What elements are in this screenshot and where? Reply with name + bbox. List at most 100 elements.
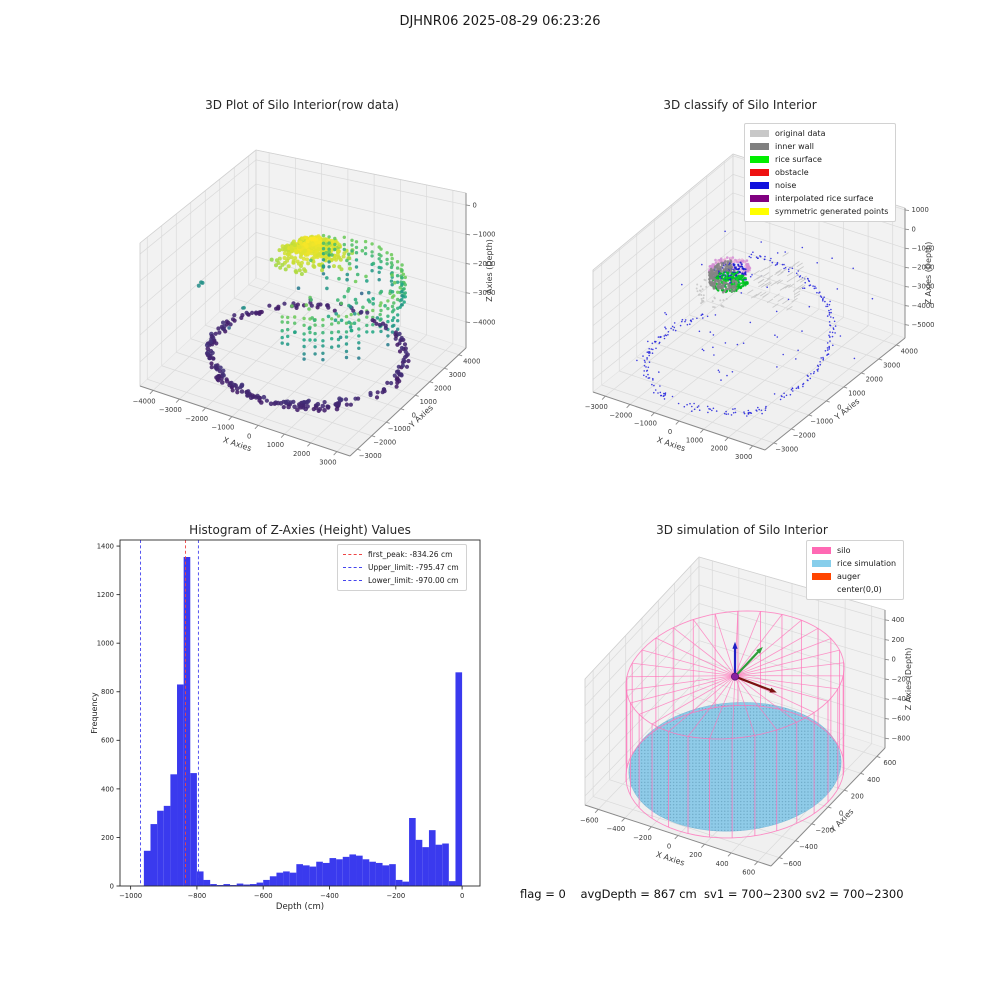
svg-text:4000: 4000 [463, 357, 480, 365]
legend-label: rice simulation [837, 559, 897, 568]
p1-3d-axes: −4000−3000−2000−10000100020003000−3000−2… [133, 149, 496, 467]
svg-text:Depth (cm): Depth (cm) [276, 902, 324, 912]
svg-text:−600: −600 [254, 892, 273, 900]
svg-text:−600: −600 [783, 860, 802, 868]
svg-text:Z Axies (Depth): Z Axies (Depth) [485, 239, 494, 302]
legend-color-swatch [812, 560, 831, 567]
plot3-legend: first_peak: -834.26 cm Upper_limit: -795.… [337, 544, 467, 591]
svg-text:Z Axies (Depth): Z Axies (Depth) [924, 242, 933, 305]
svg-text:X Axies: X Axies [655, 850, 686, 868]
svg-text:400: 400 [101, 785, 114, 793]
svg-text:2000: 2000 [710, 445, 727, 453]
svg-text:4000: 4000 [901, 348, 918, 356]
svg-text:0: 0 [667, 843, 671, 851]
legend-entry: Upper_limit: -795.47 cm [343, 561, 459, 574]
legend-entry: first_peak: -834.26 cm [343, 548, 459, 561]
p1-points [196, 233, 411, 413]
legend-entry: interpolated rice surface [750, 192, 888, 205]
legend-entry: symmetric generated points [750, 205, 888, 218]
plot4-title: 3D simulation of Silo Interior [656, 523, 828, 537]
svg-text:0: 0 [110, 882, 114, 890]
svg-text:Frequency: Frequency [90, 692, 99, 734]
svg-text:−1000: −1000 [388, 425, 411, 433]
svg-text:−400: −400 [607, 825, 626, 833]
legend-line-swatch [343, 567, 362, 568]
svg-text:−3000: −3000 [159, 406, 182, 414]
svg-text:0: 0 [460, 892, 464, 900]
svg-text:−3000: −3000 [775, 446, 798, 454]
svg-text:400: 400 [892, 616, 905, 624]
svg-text:−200: −200 [633, 834, 652, 842]
svg-text:−400: −400 [320, 892, 339, 900]
svg-text:−2000: −2000 [473, 260, 496, 268]
legend-entry: center(0,0) [812, 583, 896, 596]
svg-text:−5000: −5000 [912, 321, 935, 329]
svg-text:800: 800 [101, 688, 114, 696]
svg-text:−1000: −1000 [810, 418, 833, 426]
legend-entry: auger [812, 570, 896, 583]
svg-text:400: 400 [716, 860, 729, 868]
svg-text:2000: 2000 [866, 376, 883, 384]
svg-text:3000: 3000 [449, 371, 466, 379]
footer-status-text: flag = 0 avgDepth = 867 cm sv1 = 700~230… [520, 887, 904, 901]
svg-text:−800: −800 [188, 892, 207, 900]
legend-entry: noise [750, 179, 888, 192]
svg-text:−1000: −1000 [912, 244, 935, 252]
svg-text:2000: 2000 [434, 384, 451, 392]
svg-text:600: 600 [101, 737, 114, 745]
svg-text:1200: 1200 [97, 591, 114, 599]
legend-color-swatch [750, 182, 769, 189]
legend-color-swatch [750, 169, 769, 176]
svg-text:3000: 3000 [883, 362, 900, 370]
legend-color-swatch [750, 208, 769, 215]
legend-label: Upper_limit: -795.47 cm [368, 563, 459, 572]
svg-text:−200: −200 [892, 675, 911, 683]
svg-text:−3000: −3000 [473, 289, 496, 297]
legend-label: interpolated rice surface [775, 194, 874, 203]
svg-text:−600: −600 [580, 816, 599, 824]
auger-axes-marker [731, 641, 777, 693]
legend-color-swatch [750, 195, 769, 202]
legend-entry: silo [812, 544, 896, 557]
plot2-legend: original data inner wall rice surface obsta… [744, 123, 897, 222]
svg-text:0: 0 [839, 810, 843, 818]
svg-text:1000: 1000 [420, 398, 437, 406]
legend-label: Lower_limit: -970.00 cm [368, 576, 459, 585]
p4-simulation [625, 610, 845, 839]
svg-text:1000: 1000 [912, 206, 929, 214]
legend-entry: rice surface [750, 153, 888, 166]
svg-text:−4000: −4000 [133, 397, 156, 405]
svg-text:200: 200 [101, 834, 114, 842]
legend-line-swatch [343, 580, 362, 581]
legend-color-swatch [750, 130, 769, 137]
legend-label: first_peak: -834.26 cm [368, 550, 453, 559]
legend-color-swatch [750, 143, 769, 150]
legend-entry: inner wall [750, 140, 888, 153]
legend-label: obstacle [775, 168, 809, 177]
legend-label: original data [775, 129, 826, 138]
svg-text:−3000: −3000 [912, 283, 935, 291]
svg-text:−1000: −1000 [473, 231, 496, 239]
silo-top-rim [625, 610, 845, 740]
plot1-title: 3D Plot of Silo Interior(row data) [205, 98, 399, 112]
svg-text:−800: −800 [892, 734, 911, 742]
svg-text:200: 200 [689, 851, 702, 859]
svg-text:−2000: −2000 [609, 411, 632, 419]
legend-label: symmetric generated points [775, 207, 889, 216]
svg-text:−400: −400 [892, 695, 911, 703]
legend-entry: original data [750, 127, 888, 140]
svg-text:1000: 1000 [267, 441, 284, 449]
svg-text:−200: −200 [386, 892, 405, 900]
svg-text:0: 0 [473, 201, 477, 209]
svg-text:−2000: −2000 [793, 432, 816, 440]
svg-text:Z Axies (Depth): Z Axies (Depth) [904, 648, 913, 711]
svg-text:−1000: −1000 [634, 420, 657, 428]
svg-text:−1000: −1000 [119, 892, 142, 900]
svg-text:1400: 1400 [97, 542, 114, 550]
legend-color-swatch [812, 573, 831, 580]
legend-label: noise [775, 181, 797, 190]
svg-text:0: 0 [912, 225, 916, 233]
svg-text:1000: 1000 [686, 436, 703, 444]
legend-label: inner wall [775, 142, 815, 151]
